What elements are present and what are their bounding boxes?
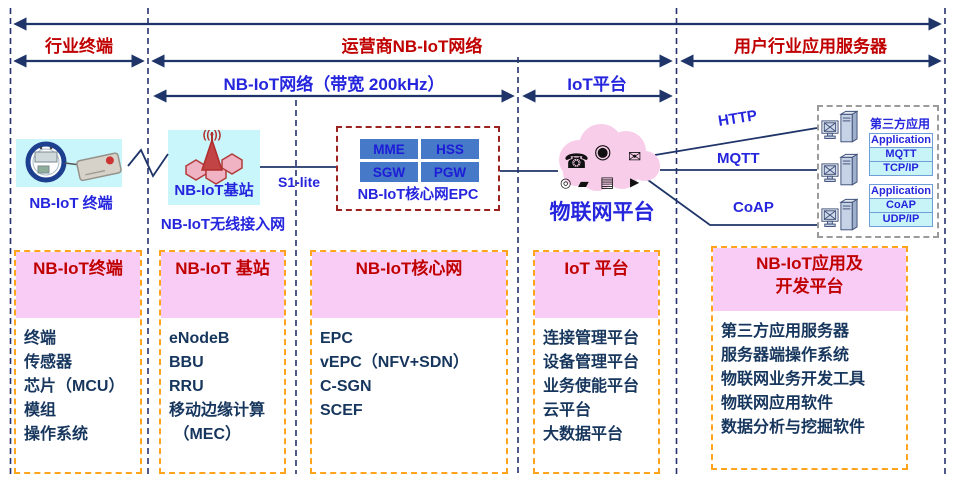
cloud-app-icons: ☎ ◉ ✉ ◎ ▰ ▤ ▶	[560, 139, 641, 192]
stack-row-application: Application	[869, 133, 933, 148]
summary-box-items: 第三方应用服务器 服务器端操作系统 物联网业务开发工具 物联网应用软件 数据分析…	[713, 311, 906, 440]
list-item: C-SGN	[320, 378, 372, 395]
list-item: EPC	[320, 330, 353, 347]
stack-row-mqtt: MQTT	[869, 147, 933, 162]
protocol-label-mqtt: MQTT	[717, 150, 760, 167]
list-item: 物联网应用软件	[721, 395, 834, 412]
summary-box-items: eNodeB BBU RRU 移动边缘计算 （MEC）	[161, 318, 284, 447]
radio-link-zigzag	[127, 148, 169, 178]
list-item: 大数据平台	[543, 426, 624, 443]
protocol-label-coap: CoAP	[733, 199, 774, 216]
video-icon: ▶	[630, 175, 640, 189]
mail-icon: ✉	[628, 147, 641, 166]
list-item: 第三方应用服务器	[721, 323, 850, 340]
folder-icon: ▰	[578, 176, 589, 192]
third-party-title: 第三方应用	[869, 117, 930, 131]
protocol-stack-coap: Application CoAP UDP/IP	[869, 184, 933, 227]
phone-icon: ☎	[564, 149, 589, 173]
list-item: 数据分析与挖掘软件	[721, 419, 866, 436]
list-item: 终端	[24, 330, 57, 347]
summary-box-core-network: NB-IoT核心网 EPC vEPC（NFV+SDN） C-SGN SCEF	[310, 250, 508, 474]
summary-box-items: EPC vEPC（NFV+SDN） C-SGN SCEF	[312, 318, 506, 423]
span-label-industry-terminal: 行业终端	[45, 37, 113, 56]
epc-cell-sgw: SGW	[360, 162, 418, 182]
summary-box-terminal: NB-IoT终端 终端 传感器 芯片（MCU） 模组 操作系统	[14, 250, 142, 474]
summary-box-title: NB-IoT核心网	[355, 259, 463, 278]
span-label-user-app-server: 用户行业应用服务器	[734, 37, 887, 56]
media-card-icon: ▤	[600, 173, 614, 191]
terminal-icon-panel	[16, 139, 122, 187]
span-label-operator-network: 运营商NB-IoT网络	[341, 37, 483, 56]
terminal-label: NB-IoT 终端	[29, 195, 113, 212]
server-icon	[821, 198, 858, 231]
list-item: vEPC（NFV+SDN）	[320, 354, 469, 371]
list-item: 传感器	[24, 354, 73, 371]
list-item: 模组	[24, 402, 57, 419]
epc-label: NB-IoT核心网EPC	[357, 187, 479, 203]
stack-row-coap: CoAP	[869, 198, 933, 213]
summary-box-title: IoT 平台	[564, 259, 629, 278]
list-item: BBU	[169, 354, 204, 371]
summary-box-header: IoT 平台	[535, 252, 658, 318]
list-item: 移动边缘计算 （MEC）	[169, 402, 266, 443]
list-item: 服务器端操作系统	[721, 347, 850, 364]
summary-box-header: NB-IoT终端	[16, 252, 140, 318]
iot-cloud-icon	[559, 124, 660, 191]
summary-box-items: 终端 传感器 芯片（MCU） 模组 操作系统	[16, 318, 140, 447]
protocol-stack-mqtt: Application MQTT TCP/IP	[869, 133, 933, 176]
stack-row-udpip: UDP/IP	[869, 212, 933, 227]
stack-row-application: Application	[869, 184, 933, 199]
cloud-platform-label: 物联网平台	[549, 201, 655, 224]
epc-cell-mme: MME	[360, 139, 418, 159]
epc-cell-hss: HSS	[421, 139, 479, 159]
list-item: 云平台	[543, 402, 592, 419]
basestation-label: NB-IoT基站	[174, 182, 254, 199]
summary-box-items: 连接管理平台 设备管理平台 业务使能平台 云平台 大数据平台	[535, 318, 658, 447]
server-icon	[821, 110, 858, 143]
summary-box-header: NB-IoT核心网	[312, 252, 506, 318]
s1-lite-interface-label: S1-lite	[278, 174, 321, 190]
protocol-label-http: HTTP	[716, 107, 759, 130]
span-label-nbiot-network-bandwidth: NB-IoT网络（带宽 200kHz）	[223, 75, 445, 94]
server-icon	[821, 153, 858, 186]
webcam-icon: ◎	[560, 176, 571, 191]
summary-box-title: NB-IoT终端	[33, 259, 123, 278]
basestation-access-network-label: NB-IoT无线接入网	[160, 216, 286, 233]
span-label-iot-platform: IoT平台	[567, 75, 627, 94]
epc-elements-grid: MME HSS SGW PGW	[360, 139, 479, 182]
summary-box-title: NB-IoT 基站	[175, 259, 270, 278]
list-item: RRU	[169, 378, 204, 395]
summary-box-application-platform: NB-IoT应用及 开发平台 第三方应用服务器 服务器端操作系统 物联网业务开发…	[711, 246, 908, 470]
list-item: 芯片（MCU）	[24, 378, 125, 395]
stack-row-tcpip: TCP/IP	[869, 161, 933, 176]
list-item: 物联网业务开发工具	[721, 371, 866, 388]
globe-icon: ◉	[594, 139, 611, 163]
summary-box-title: NB-IoT应用及	[756, 254, 863, 273]
summary-box-header: NB-IoT 基站	[161, 252, 284, 318]
list-item: 操作系统	[24, 426, 89, 443]
epc-cell-pgw: PGW	[421, 162, 479, 182]
list-item: SCEF	[320, 402, 363, 419]
list-item: 连接管理平台	[543, 330, 640, 347]
epc-core-network-box: MME HSS SGW PGW NB-IoT核心网EPC	[336, 126, 500, 211]
summary-box-basestation: NB-IoT 基站 eNodeB BBU RRU 移动边缘计算 （MEC）	[159, 250, 286, 474]
list-item: eNodeB	[169, 330, 230, 347]
summary-box-iot-platform: IoT 平台 连接管理平台 设备管理平台 业务使能平台 云平台 大数据平台	[533, 250, 660, 474]
list-item: 业务使能平台	[543, 378, 640, 395]
summary-box-header: NB-IoT应用及 开发平台	[713, 248, 906, 311]
list-item: 设备管理平台	[543, 354, 640, 371]
summary-box-title-line2: 开发平台	[775, 276, 844, 296]
